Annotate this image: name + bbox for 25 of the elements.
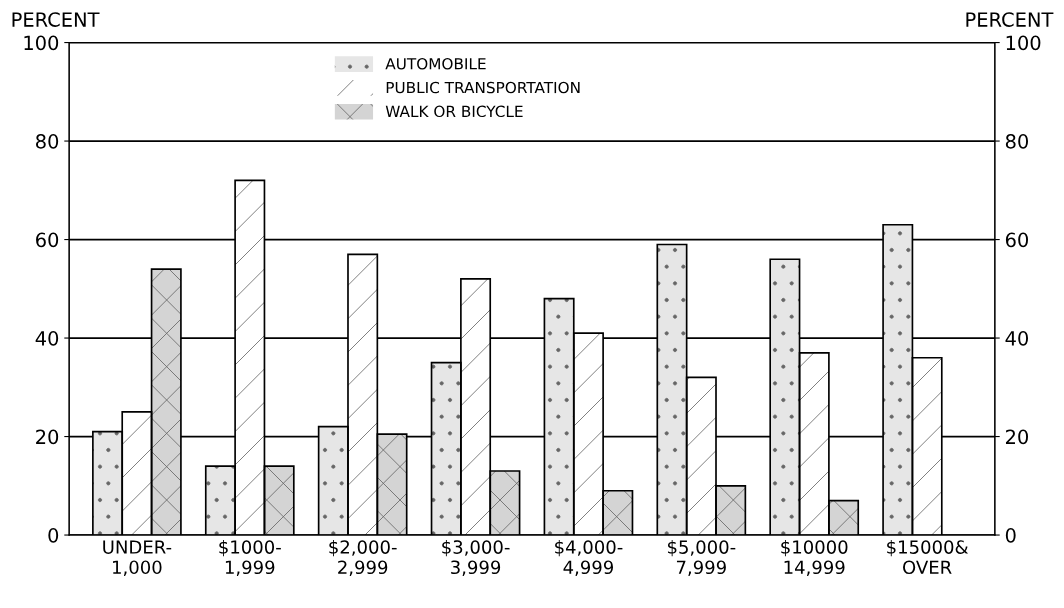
y-tick-label: 20 xyxy=(36,429,59,445)
y2-tick-label: 80 xyxy=(1005,134,1029,149)
y-tick-label: 0 xyxy=(48,528,59,543)
x-tick-label: $3,000- 3,999 xyxy=(442,539,510,576)
y-axis-title: PERCENT xyxy=(12,12,100,27)
x-tick-label: $10000 14,999 xyxy=(781,539,848,576)
y2-tick-label: 20 xyxy=(1005,429,1029,445)
x-tick-label: $15000& OVER xyxy=(887,539,969,575)
y2-axis-title: PERCENT xyxy=(966,12,1054,27)
y2-tick-label: 100 xyxy=(1006,35,1041,51)
y-tick-label: 60 xyxy=(36,232,59,248)
legend-label: PUBLIC TRANSPORTATION xyxy=(386,81,580,94)
y-tick-label: 40 xyxy=(35,331,59,346)
x-tick-label: UNDER- 1,000 xyxy=(103,540,172,576)
y2-tick-label: 40 xyxy=(1005,331,1029,346)
legend-label: WALK OR BICYCLE xyxy=(385,105,523,118)
legend-label: AUTOMOBILE xyxy=(385,57,486,70)
x-tick-label: $4,000- 4,999 xyxy=(555,539,623,576)
y-tick-label: 100 xyxy=(24,35,59,51)
y2-tick-label: 0 xyxy=(1005,528,1016,543)
y2-tick-label: 60 xyxy=(1005,232,1029,248)
x-tick-label: $1000- 1,999 xyxy=(219,539,281,576)
x-tick-label: $2,000- 2,999 xyxy=(329,539,397,576)
y-tick-label: 80 xyxy=(36,134,59,149)
x-tick-label: $5,000- 7,999 xyxy=(667,539,736,576)
